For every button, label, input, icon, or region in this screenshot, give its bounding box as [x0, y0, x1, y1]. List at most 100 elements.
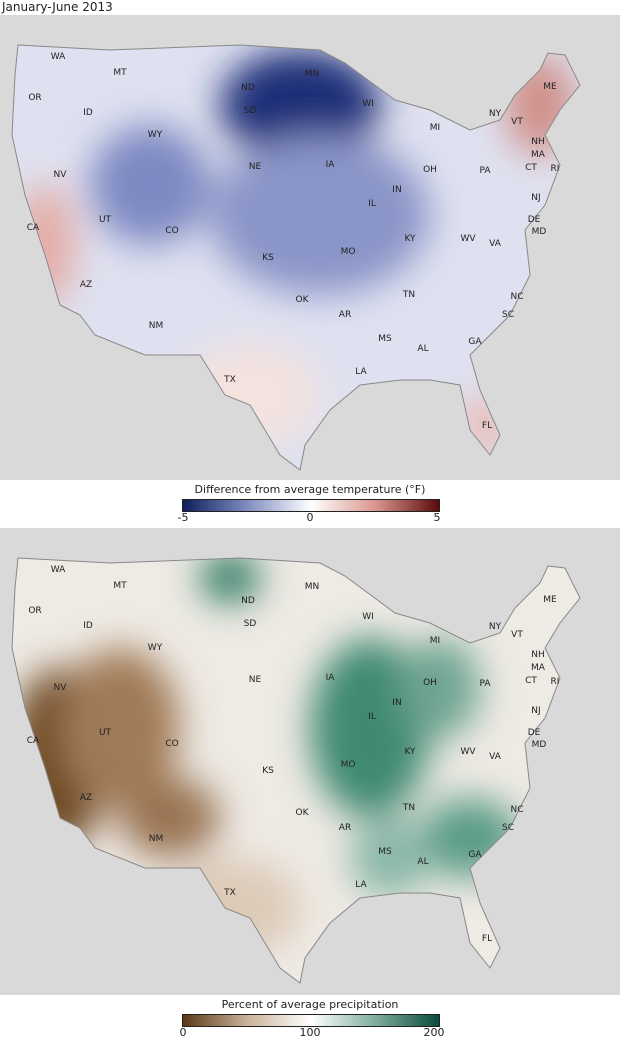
state-label-me: ME — [543, 595, 557, 605]
state-label-nd: ND — [241, 596, 255, 606]
state-label-nv: NV — [53, 170, 67, 180]
state-label-wy: WY — [147, 643, 163, 653]
state-label-ia: IA — [325, 160, 335, 170]
state-label-ky: KY — [404, 234, 416, 244]
state-label-mt: MT — [113, 581, 127, 591]
state-label-or: OR — [28, 93, 42, 103]
state-label-nj: NJ — [531, 706, 541, 716]
state-label-mi: MI — [429, 636, 441, 646]
page-title: January-June 2013 — [2, 0, 113, 14]
state-label-nd: ND — [241, 83, 255, 93]
state-label-tn: TN — [402, 803, 416, 813]
state-label-mn: MN — [304, 69, 320, 79]
state-label-tx: TX — [224, 888, 236, 898]
state-label-ks: KS — [262, 253, 274, 263]
state-label-pa: PA — [479, 679, 491, 689]
state-label-ca: CA — [26, 223, 40, 233]
state-label-ok: OK — [295, 808, 309, 818]
state-label-sd: SD — [243, 619, 257, 629]
state-label-tx: TX — [224, 375, 236, 385]
state-label-mn: MN — [304, 582, 320, 592]
state-label-or: OR — [28, 606, 42, 616]
state-label-la: LA — [355, 880, 367, 890]
legend-title: Percent of average precipitation — [221, 998, 399, 1011]
tick-max: 200 — [423, 1026, 445, 1039]
state-label-in: IN — [392, 698, 402, 708]
state-label-tn: TN — [402, 290, 416, 300]
state-label-co: CO — [165, 739, 179, 749]
state-label-il: IL — [368, 199, 376, 209]
temperature-legend: Difference from average temperature (°F)… — [0, 480, 620, 528]
state-label-ca: CA — [26, 736, 40, 746]
state-label-ma: MA — [531, 150, 545, 160]
state-label-md: MD — [531, 740, 547, 750]
state-label-ms: MS — [378, 847, 392, 857]
state-label-mo: MO — [340, 760, 356, 770]
state-label-co: CO — [165, 226, 179, 236]
state-label-nm: NM — [148, 321, 164, 331]
state-label-nc: NC — [510, 292, 524, 302]
state-label-ok: OK — [295, 295, 309, 305]
state-label-mt: MT — [113, 68, 127, 78]
state-label-id: ID — [83, 621, 93, 631]
state-label-il: IL — [368, 712, 376, 722]
state-label-pa: PA — [479, 166, 491, 176]
state-label-wv: WV — [460, 234, 476, 244]
precipitation-map: WA OR MT ID WY ND SD MN WI MI NY ME VT NH MA CT RI PA NJ DE… — [0, 528, 620, 995]
state-label-oh: OH — [423, 165, 437, 175]
state-label-sc: SC — [502, 823, 514, 833]
state-label-sc: SC — [502, 310, 514, 320]
state-label-ct: CT — [525, 676, 537, 686]
temperature-map-svg — [11, 44, 581, 471]
state-label-vt: VT — [511, 630, 523, 640]
state-label-ma: MA — [531, 663, 545, 673]
state-label-wa: WA — [50, 565, 66, 575]
state-label-ky: KY — [404, 747, 416, 757]
tick-min: 0 — [179, 1026, 187, 1039]
state-label-ks: KS — [262, 766, 274, 776]
state-label-fl: FL — [481, 421, 493, 431]
state-label-ut: UT — [98, 215, 112, 225]
precipitation-legend: Percent of average precipitation 0 100 2… — [0, 995, 620, 1042]
precipitation-map-svg — [11, 557, 581, 984]
state-label-al: AL — [417, 344, 429, 354]
tick-min: -5 — [177, 511, 189, 524]
state-label-ar: AR — [338, 310, 352, 320]
state-label-ga: GA — [468, 337, 482, 347]
state-label-nv: NV — [53, 683, 67, 693]
state-label-de: DE — [527, 728, 541, 738]
state-label-va: VA — [489, 239, 501, 249]
state-label-nj: NJ — [531, 193, 541, 203]
state-label-va: VA — [489, 752, 501, 762]
state-label-vt: VT — [511, 117, 523, 127]
state-label-ms: MS — [378, 334, 392, 344]
state-label-az: AZ — [79, 793, 93, 803]
state-label-wy: WY — [147, 130, 163, 140]
tick-mid: 100 — [299, 1026, 321, 1039]
state-label-al: AL — [417, 857, 429, 867]
state-label-ne: NE — [248, 675, 262, 685]
state-label-mo: MO — [340, 247, 356, 257]
state-label-ny: NY — [488, 622, 502, 632]
state-label-de: DE — [527, 215, 541, 225]
state-label-ri: RI — [550, 164, 560, 174]
state-label-ga: GA — [468, 850, 482, 860]
state-label-sd: SD — [243, 106, 257, 116]
state-label-nh: NH — [531, 650, 545, 660]
state-label-in: IN — [392, 185, 402, 195]
state-label-wv: WV — [460, 747, 476, 757]
state-label-wi: WI — [362, 612, 374, 622]
state-label-ri: RI — [550, 677, 560, 687]
legend-title: Difference from average temperature (°F) — [194, 483, 426, 496]
state-label-nc: NC — [510, 805, 524, 815]
state-label-ut: UT — [98, 728, 112, 738]
state-label-ne: NE — [248, 162, 262, 172]
state-label-wi: WI — [362, 99, 374, 109]
state-label-id: ID — [83, 108, 93, 118]
state-label-nh: NH — [531, 137, 545, 147]
color-scale-bar — [182, 1014, 440, 1027]
state-label-fl: FL — [481, 934, 493, 944]
state-label-me: ME — [543, 82, 557, 92]
state-label-wa: WA — [50, 52, 66, 62]
state-label-az: AZ — [79, 280, 93, 290]
